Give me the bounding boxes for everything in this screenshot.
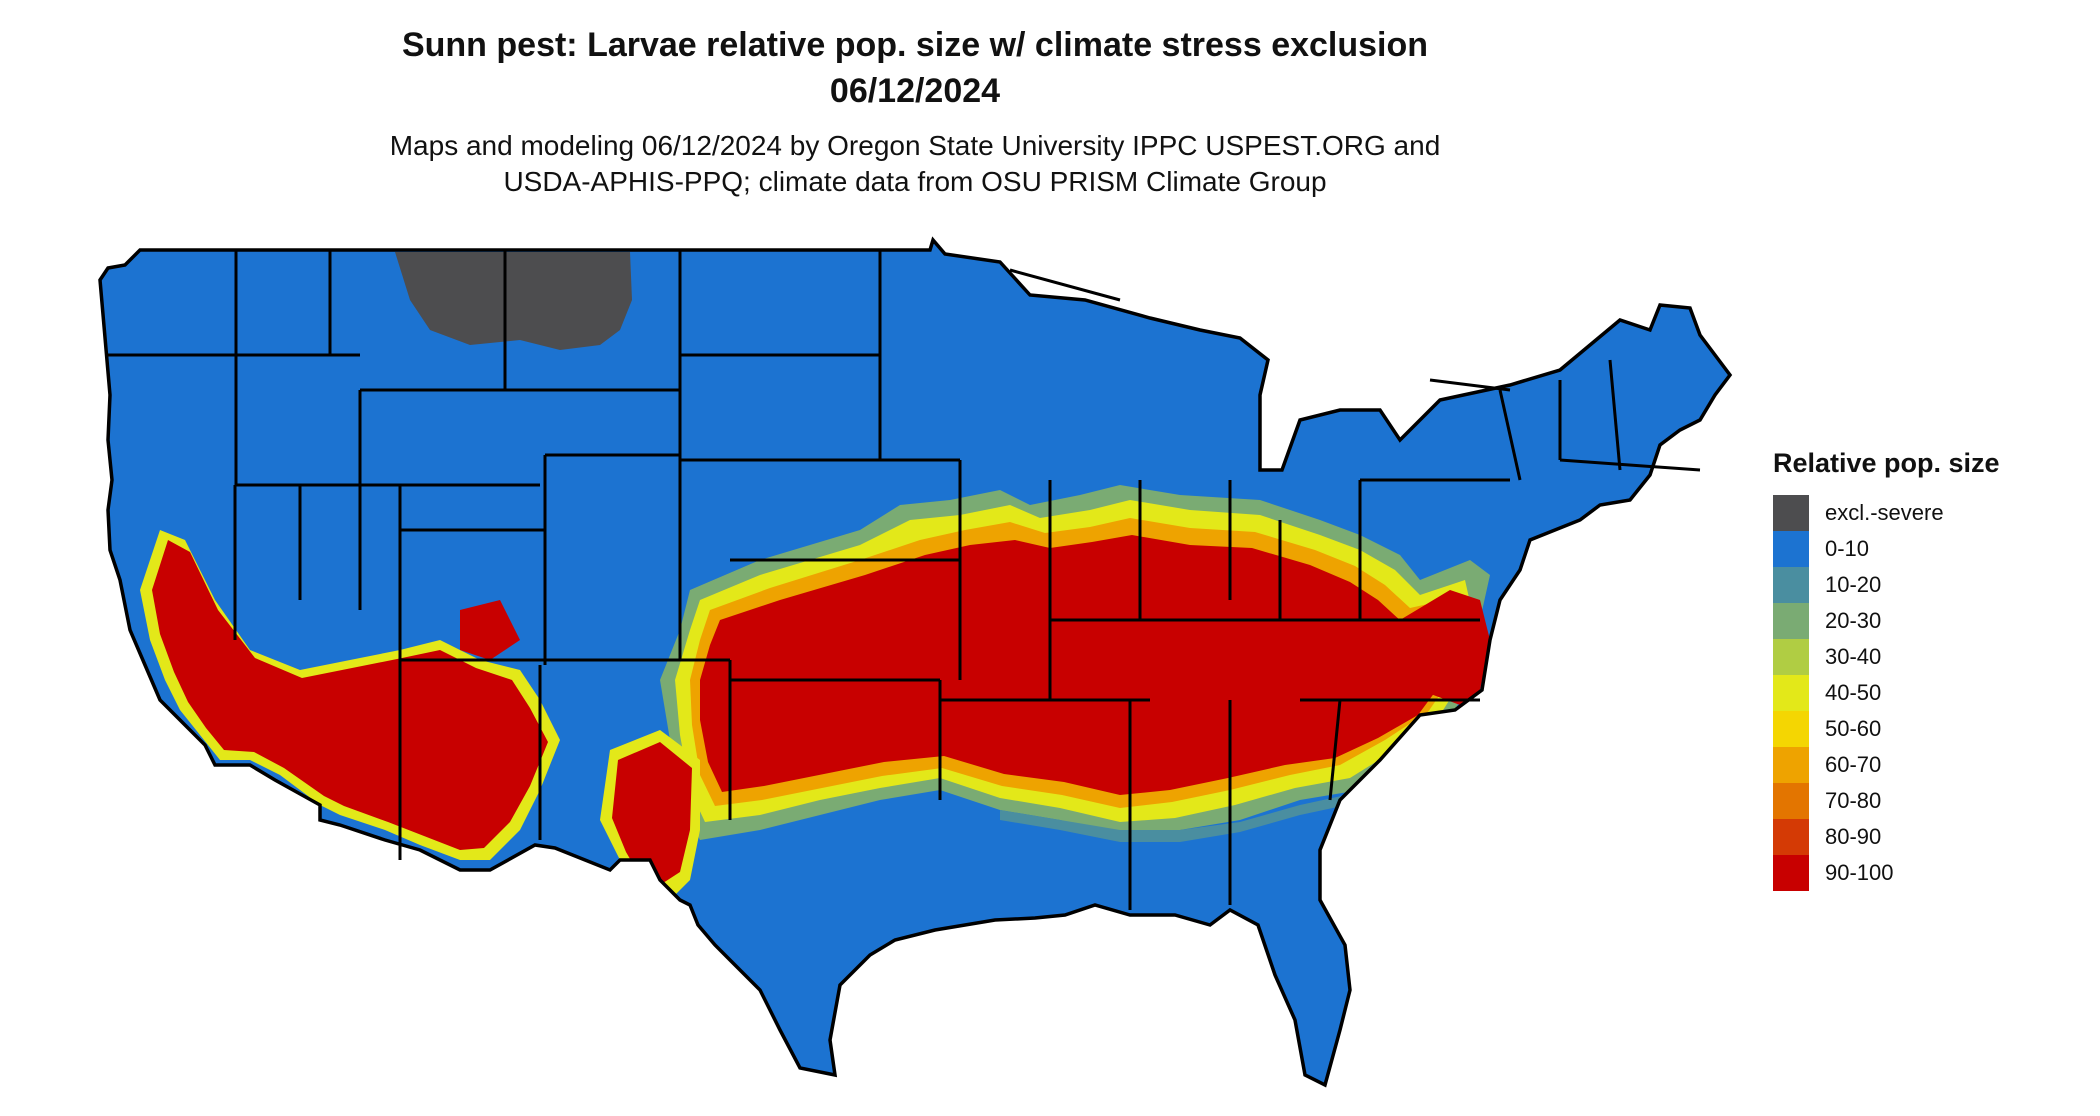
zone-90-100 bbox=[152, 540, 548, 850]
legend-swatch bbox=[1773, 531, 1809, 567]
legend-label: 40-50 bbox=[1825, 680, 1882, 705]
legend-swatch bbox=[1773, 855, 1809, 891]
legend-label: 10-20 bbox=[1825, 572, 1882, 597]
zone-excluded bbox=[395, 252, 632, 350]
zone-90-100 bbox=[700, 535, 1450, 795]
legend-item: 40-50 bbox=[1773, 675, 2000, 711]
legend-item: 70-80 bbox=[1773, 783, 2000, 819]
map-date: 06/12/2024 bbox=[829, 72, 1001, 110]
state-border bbox=[1498, 389, 1522, 481]
map-credit-line-2: USDA-APHIS-PPQ; climate data from OSU PR… bbox=[503, 166, 1327, 197]
state-border bbox=[1009, 268, 1121, 302]
legend-item: 90-100 bbox=[1773, 855, 2000, 891]
legend-swatch bbox=[1773, 711, 1809, 747]
legend-label: excl.-severe bbox=[1825, 500, 1944, 525]
legend-item: 20-30 bbox=[1773, 603, 2000, 639]
legend-swatch bbox=[1773, 495, 1809, 531]
zone-10-20 bbox=[1000, 792, 1370, 842]
zone-90-100 bbox=[612, 742, 692, 885]
legend-rows: excl.-severe 0-10 10-20 20-30 30-40 40-50 50-6… bbox=[1773, 495, 2000, 891]
legend-swatch bbox=[1773, 783, 1809, 819]
legend-item: 60-70 bbox=[1773, 747, 2000, 783]
legend-item: excl.-severe bbox=[1773, 495, 2000, 531]
state-border bbox=[1559, 458, 1701, 472]
zone-90-100 bbox=[460, 600, 520, 660]
legend-title: Relative pop. size bbox=[1773, 448, 2000, 478]
map-title: Sunn pest: Larvae relative pop. size w/ … bbox=[401, 26, 1429, 64]
legend-item: 30-40 bbox=[1773, 639, 2000, 675]
legend-swatch bbox=[1773, 639, 1809, 675]
state-border bbox=[1328, 699, 1342, 801]
us-outline bbox=[98, 236, 1733, 1088]
legend-item: 10-20 bbox=[1773, 567, 2000, 603]
legend: Relative pop. size excl.-severe 0-10 10-20… bbox=[1773, 448, 2000, 891]
legend-label: 60-70 bbox=[1825, 752, 1882, 777]
legend-label: 90-100 bbox=[1825, 860, 1894, 885]
legend-label: 20-30 bbox=[1825, 608, 1882, 633]
legend-swatch bbox=[1773, 603, 1809, 639]
legend-label: 0-10 bbox=[1825, 536, 1870, 561]
legend-label: 30-40 bbox=[1825, 644, 1882, 669]
legend-item: 50-60 bbox=[1773, 711, 2000, 747]
legend-item: 80-90 bbox=[1773, 819, 2000, 855]
legend-swatch bbox=[1773, 747, 1809, 783]
legend-swatch bbox=[1773, 819, 1809, 855]
legend-swatch bbox=[1773, 567, 1809, 603]
legend-item: 0-10 bbox=[1773, 531, 2000, 567]
legend-label: 50-60 bbox=[1825, 716, 1882, 741]
map-credit-line-1: Maps and modeling 06/12/2024 by Oregon S… bbox=[389, 130, 1441, 161]
legend-swatch bbox=[1773, 675, 1809, 711]
state-border bbox=[1608, 359, 1622, 471]
legend-label: 80-90 bbox=[1825, 824, 1882, 849]
legend-label: 70-80 bbox=[1825, 788, 1882, 813]
